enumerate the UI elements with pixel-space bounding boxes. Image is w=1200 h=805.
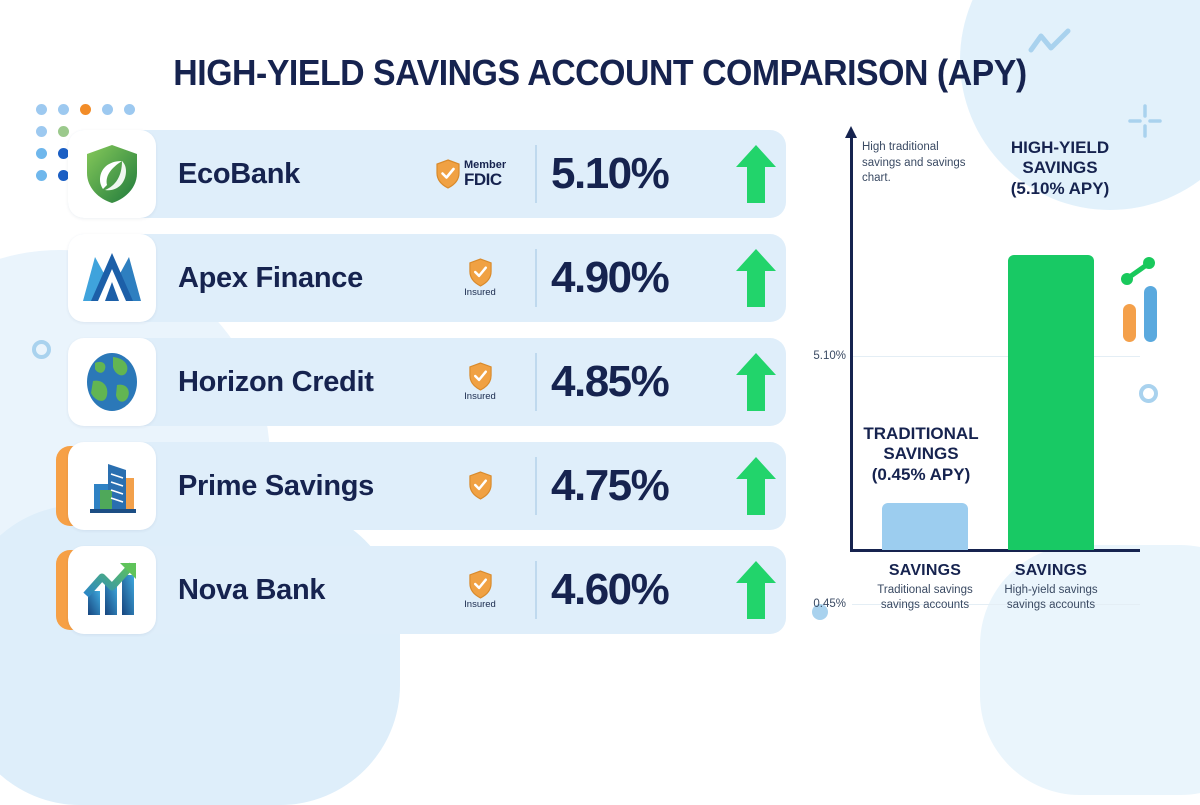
shield-check-icon bbox=[468, 362, 492, 391]
insured-badge: Insured bbox=[443, 258, 517, 298]
row-divider bbox=[535, 353, 537, 411]
badge-caption: Insured bbox=[464, 391, 496, 403]
bank-row-apex-finance[interactable]: Apex Finance Insured 4.90% bbox=[68, 234, 786, 322]
category-sublabel: High-yield savings savings accounts bbox=[1004, 584, 1098, 611]
gridline-high bbox=[852, 356, 1140, 357]
bar-high-yield-savings bbox=[1008, 255, 1094, 550]
decorative-ring-left-icon bbox=[32, 340, 51, 359]
x-axis-category-traditional: SAVINGS Traditional savings savings acco… bbox=[864, 562, 986, 613]
blue-mountain-icon bbox=[83, 253, 141, 301]
apy-comparison-bar-chart: High traditional savings and savings cha… bbox=[800, 126, 1140, 632]
bank-row-ecobank[interactable]: EcoBank Member FDIC 5.10% bbox=[68, 130, 786, 218]
bank-row-prime-savings[interactable]: Prime Savings 4.75% bbox=[56, 442, 786, 530]
row-divider bbox=[535, 145, 537, 203]
apy-value: 4.85% bbox=[551, 357, 670, 406]
y-axis-tick-low: 0.45% bbox=[813, 598, 846, 610]
trend-up-arrow-icon bbox=[726, 247, 786, 309]
bank-logo-tile bbox=[68, 234, 156, 322]
chart-annotation-note: High traditional savings and savings cha… bbox=[862, 141, 966, 185]
y-axis-tick-high: 5.10% bbox=[813, 350, 846, 362]
bank-comparison-list: EcoBank Member FDIC 5.10% Ap bbox=[56, 130, 786, 650]
y-axis bbox=[845, 126, 857, 552]
category-label: SAVINGS bbox=[888, 562, 962, 579]
bank-logo-tile bbox=[68, 338, 156, 426]
shield-check-icon bbox=[468, 258, 492, 287]
high-yield-bar-label: HIGH-YIELD SAVINGS (5.10% APY) bbox=[1010, 138, 1110, 198]
bank-name: EcoBank bbox=[178, 157, 300, 190]
growth-chart-icon bbox=[83, 562, 136, 615]
bar-traditional-savings bbox=[882, 503, 968, 550]
bank-name: Prime Savings bbox=[178, 469, 374, 502]
bank-row-nova-bank[interactable]: Nova Bank Insured 4.60% bbox=[56, 546, 786, 634]
shield-check-icon bbox=[468, 471, 492, 500]
bank-logo-tile bbox=[68, 442, 156, 530]
member-fdic-badge: Member FDIC bbox=[435, 159, 517, 189]
insured-badge: Insured bbox=[443, 362, 517, 402]
page-title: HIGH-YIELD SAVINGS ACCOUNT COMPARISON (A… bbox=[173, 52, 1027, 93]
badge-member-label: Member bbox=[464, 159, 507, 171]
apy-value: 4.75% bbox=[551, 461, 670, 510]
apy-value: 4.60% bbox=[551, 565, 670, 614]
traditional-bar-label: TRADITIONAL SAVINGS (0.45% APY) bbox=[863, 424, 979, 484]
badge-fdic-label: FDIC bbox=[464, 170, 502, 189]
shield-check-icon bbox=[468, 570, 492, 599]
row-divider bbox=[535, 561, 537, 619]
apy-value: 5.10% bbox=[551, 149, 670, 198]
office-building-icon bbox=[90, 464, 136, 513]
bank-logo-tile bbox=[68, 546, 156, 634]
insured-badge bbox=[443, 471, 517, 501]
badge-caption: Insured bbox=[464, 599, 496, 611]
x-axis bbox=[850, 549, 1140, 552]
row-divider bbox=[535, 457, 537, 515]
decorative-ring-right-icon bbox=[1139, 384, 1158, 403]
gridline-low bbox=[852, 604, 1140, 605]
trend-up-arrow-icon bbox=[726, 559, 786, 621]
trend-up-arrow-icon bbox=[726, 455, 786, 517]
x-axis-category-high-yield: SAVINGS High-yield savings savings accou… bbox=[990, 562, 1112, 613]
row-divider bbox=[535, 249, 537, 307]
category-label: SAVINGS bbox=[1014, 562, 1088, 579]
bank-logo-tile bbox=[68, 130, 156, 218]
trend-up-arrow-icon bbox=[726, 351, 786, 413]
category-sublabel: Traditional savings savings accounts bbox=[877, 584, 973, 611]
trend-up-arrow-icon bbox=[726, 143, 786, 205]
shield-check-icon bbox=[436, 159, 460, 189]
apy-value: 4.90% bbox=[551, 253, 670, 302]
insured-badge: Insured bbox=[443, 570, 517, 610]
badge-caption: Insured bbox=[464, 287, 496, 299]
bank-row-horizon-credit[interactable]: Horizon Credit Insured 4.85% bbox=[68, 338, 786, 426]
globe-icon bbox=[87, 353, 137, 411]
bank-name: Nova Bank bbox=[178, 573, 326, 606]
green-shield-leaf-icon bbox=[87, 145, 137, 203]
bank-name: Horizon Credit bbox=[178, 365, 374, 398]
bank-name: Apex Finance bbox=[178, 261, 363, 294]
